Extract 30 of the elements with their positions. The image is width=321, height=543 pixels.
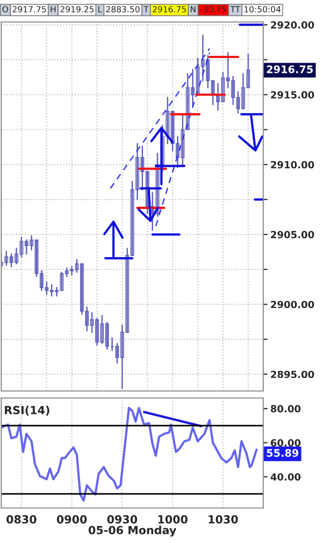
text: 2916.75 [266, 65, 313, 74]
text: -30.75 [200, 6, 226, 12]
x-tick-label: 0900 [56, 515, 87, 524]
x-tick-label: 0930 [107, 515, 138, 524]
text: 2917.75 [12, 6, 46, 12]
x-tick-label: 1030 [208, 515, 238, 524]
y-tick-label: 60.00 [270, 439, 301, 447]
y-tick-label: 2895.00 [270, 370, 314, 378]
text: RSI(14) [4, 406, 50, 416]
text: 10:50:04 [244, 6, 281, 12]
x-tick-label: 1000 [158, 515, 188, 524]
y-tick-label: 2915.00 [270, 91, 314, 99]
text: TT [230, 6, 240, 12]
y-tick-label: 40.00 [270, 473, 301, 481]
text: 2919.25 [60, 6, 94, 12]
y-tick-label: 2920.00 [270, 21, 314, 29]
text: 2883.50 [106, 6, 140, 12]
x-tick-label: 0830 [6, 515, 36, 524]
x-axis-title: 05-06 Monday [88, 526, 176, 537]
text: T [144, 6, 149, 12]
text: L [98, 6, 102, 12]
y-tick-label: 80.00 [270, 405, 301, 412]
text: 2916.75 [152, 6, 186, 12]
text: N [190, 6, 196, 12]
text: H [50, 6, 56, 12]
y-tick-label: 2910.00 [270, 161, 314, 168]
text: O [2, 6, 8, 12]
text: 55.89 [266, 449, 298, 457]
y-tick-label: 2900.00 [270, 300, 314, 308]
y-tick-label: 2905.00 [270, 230, 314, 238]
